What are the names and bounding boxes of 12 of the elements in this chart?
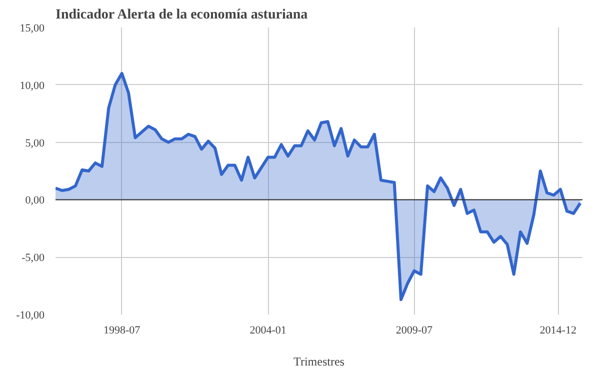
x-axis-title: Trimestres	[294, 354, 345, 368]
y-tick-label: 15,00	[20, 22, 45, 34]
y-tick-label: -5,00	[22, 252, 45, 264]
y-tick-label: 10,00	[20, 80, 45, 92]
y-tick-label: 0,00	[25, 194, 45, 207]
y-tick-label: 5,00	[25, 137, 45, 150]
x-tick-label: 1998-07	[104, 324, 141, 336]
y-tick-label: -10,00	[16, 310, 45, 322]
x-tick-label: 2014-12	[540, 324, 576, 336]
x-tick-label: 2009-07	[396, 324, 433, 336]
x-tick-label: 2004-01	[250, 324, 286, 336]
chart-title: Indicador Alerta de la economía asturiana	[56, 8, 308, 22]
